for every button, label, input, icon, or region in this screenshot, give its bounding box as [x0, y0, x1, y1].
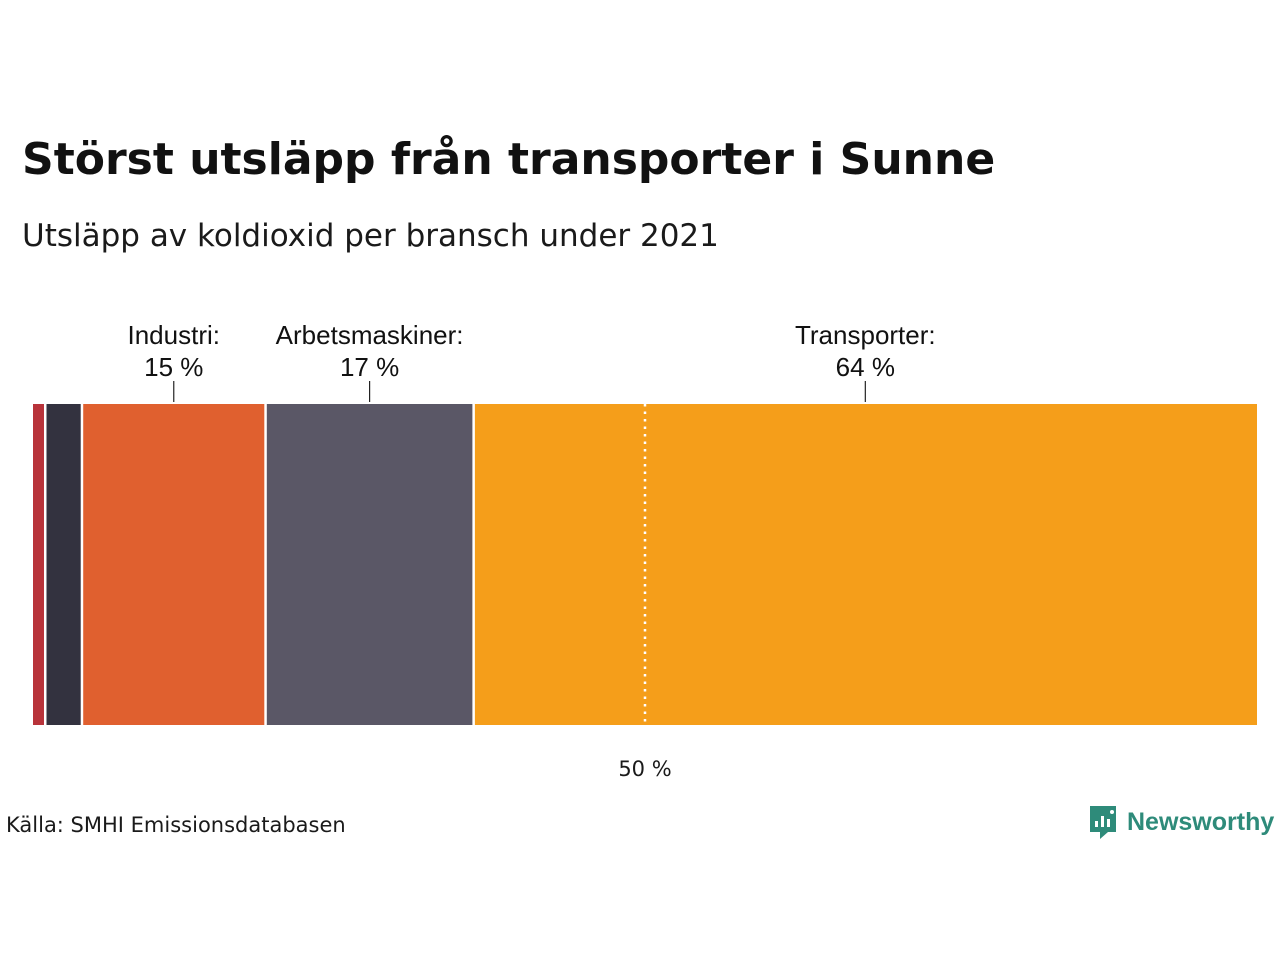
bar-segment-transporter — [474, 404, 1257, 725]
brand-name: Newsworthy — [1127, 808, 1275, 836]
brand-logo: Newsworthy — [1088, 803, 1274, 841]
segment-label-industri: Industri: — [128, 320, 221, 350]
segment-value-transporter: 64 % — [836, 352, 895, 382]
bar-segment-segment-2 — [46, 404, 81, 725]
newsworthy-logo-icon — [1090, 806, 1116, 839]
reference-line-group: 50 % — [618, 404, 672, 781]
bar-segments — [33, 404, 1257, 725]
bar-segment-segment-1 — [33, 404, 44, 725]
bar-segment-arbetsmaskiner — [266, 404, 473, 725]
reference-line-label: 50 % — [618, 757, 671, 781]
source-note: Källa: SMHI Emissionsdatabasen — [6, 813, 346, 837]
chart-title: Störst utsläpp från transporter i Sunne — [22, 134, 996, 185]
segment-label-transporter: Transporter: — [795, 320, 936, 350]
segment-labels: Industri:15 % Arbetsmaskiner:17 % Transpor… — [128, 320, 936, 402]
segment-label-arbetsmaskiner: Arbetsmaskiner: — [276, 320, 464, 350]
chart-subtitle: Utsläpp av koldioxid per bransch under 2… — [22, 218, 719, 254]
stacked-bar-chart: Industri:15 % Arbetsmaskiner:17 % Transpor… — [33, 320, 1257, 781]
segment-value-arbetsmaskiner: 17 % — [340, 352, 399, 382]
segment-value-industri: 15 % — [144, 352, 203, 382]
bar-segment-industri — [83, 404, 265, 725]
